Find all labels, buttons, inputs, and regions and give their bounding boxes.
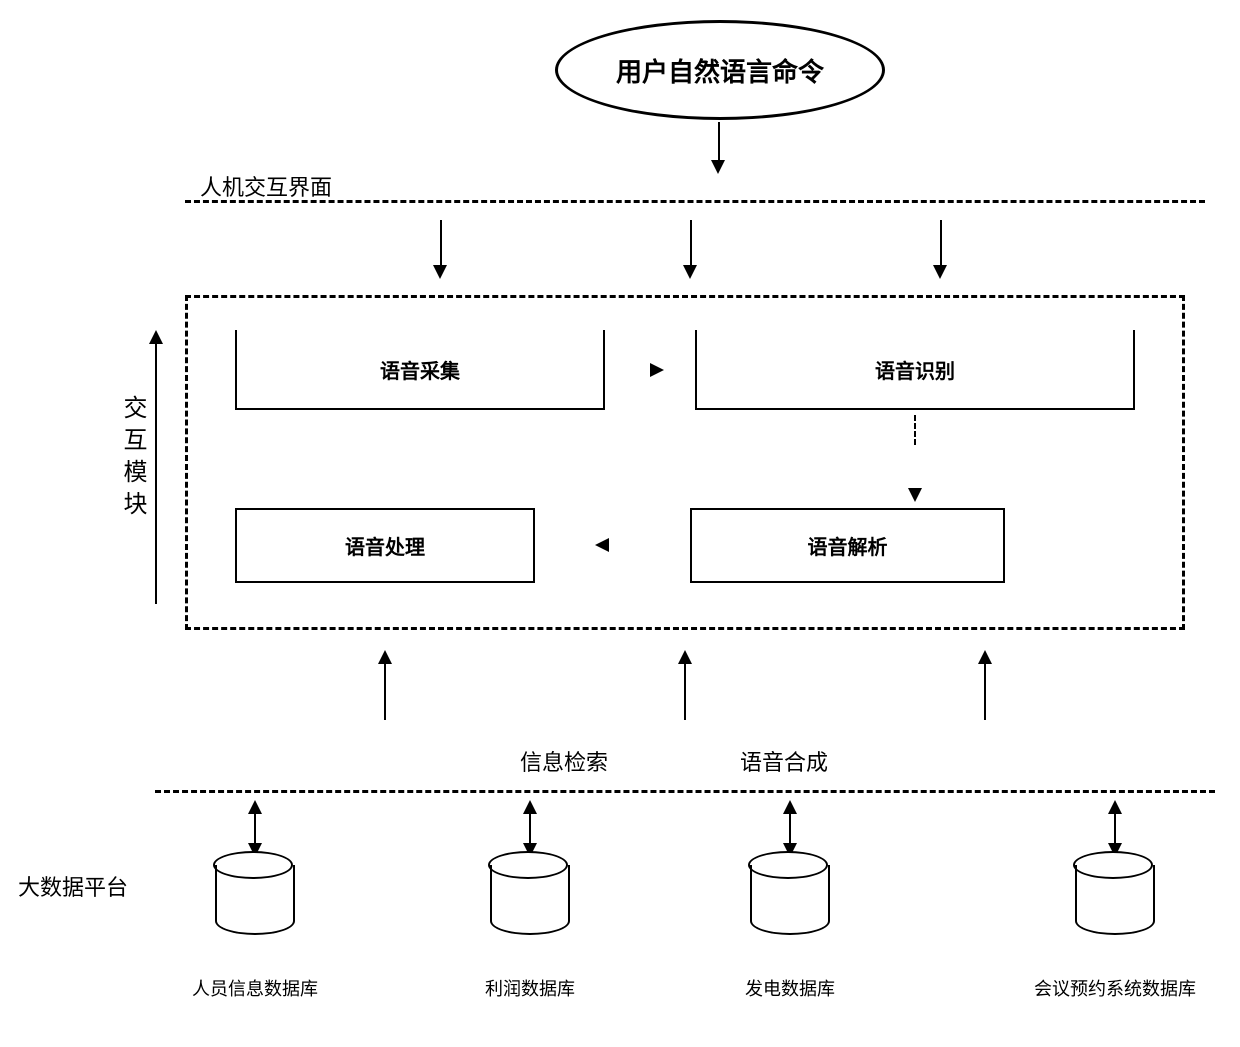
module-arrow-up-head (149, 330, 163, 344)
arrow-parse-to-proc (595, 538, 609, 552)
bottom-arrow-2 (684, 664, 686, 720)
db-arrow-3-up (783, 800, 797, 814)
bottom-arrow-3-head (978, 650, 992, 664)
top-arrow-2-head (683, 265, 697, 279)
top-arrow-3 (940, 220, 942, 270)
module-arrow-up (155, 344, 157, 604)
arrow-coll-to-recog (650, 363, 664, 377)
arrow-recog-to-parse-head (908, 488, 922, 502)
db-cylinder-3 (750, 865, 830, 935)
voice-recognition-label: 语音识别 (875, 355, 955, 384)
bottom-arrow-1 (384, 664, 386, 720)
voice-recognition-box: 语音识别 (695, 330, 1135, 410)
bottom-arrow-2-head (678, 650, 692, 664)
voice-processing-box: 语音处理 (235, 508, 535, 583)
platform-label: 大数据平台 (18, 870, 128, 902)
voice-synthesis-label: 语音合成 (740, 745, 828, 777)
bottom-arrow-3 (984, 664, 986, 720)
db-label-2: 利润数据库 (430, 975, 630, 1001)
db-cylinder-1 (215, 865, 295, 935)
bottom-dashed-line (155, 790, 1215, 793)
voice-collection-label: 语音采集 (380, 355, 460, 384)
diagram-root: 用户自然语言命令 人机交互界面 交互模块 语音采集 语音识别 语音处理 语音解析 (0, 0, 1240, 1047)
arrow-recog-to-parse-dash (914, 415, 916, 445)
top-dashed-line (185, 200, 1205, 203)
db-cylinder-4 (1075, 865, 1155, 935)
db-arrow-2-up (523, 800, 537, 814)
hci-interface-label: 人机交互界面 (200, 170, 332, 202)
db-arrow-1-up (248, 800, 262, 814)
db-arrow-3 (789, 814, 791, 844)
voice-parsing-box: 语音解析 (690, 508, 1005, 583)
db-label-3: 发电数据库 (690, 975, 890, 1001)
db-label-1: 人员信息数据库 (155, 975, 355, 1001)
top-arrow-1 (440, 220, 442, 270)
db-cylinder-2 (490, 865, 570, 935)
db-arrow-1 (254, 814, 256, 844)
info-retrieval-label: 信息检索 (520, 745, 608, 777)
top-arrow-1-head (433, 265, 447, 279)
user-command-ellipse: 用户自然语言命令 (555, 20, 885, 120)
db-label-4: 会议预约系统数据库 (1015, 975, 1215, 1001)
arrow-ellipse-down-head (711, 160, 725, 174)
voice-processing-label: 语音处理 (345, 531, 425, 560)
top-arrow-3-head (933, 265, 947, 279)
db-arrow-2 (529, 814, 531, 844)
interaction-module-label: 交互模块 (115, 395, 150, 523)
user-command-label: 用户自然语言命令 (616, 52, 824, 89)
db-arrow-4 (1114, 814, 1116, 844)
voice-parsing-label: 语音解析 (808, 531, 888, 560)
voice-collection-box: 语音采集 (235, 330, 605, 410)
bottom-arrow-1-head (378, 650, 392, 664)
top-arrow-2 (690, 220, 692, 270)
db-arrow-4-up (1108, 800, 1122, 814)
arrow-ellipse-down (718, 122, 720, 165)
